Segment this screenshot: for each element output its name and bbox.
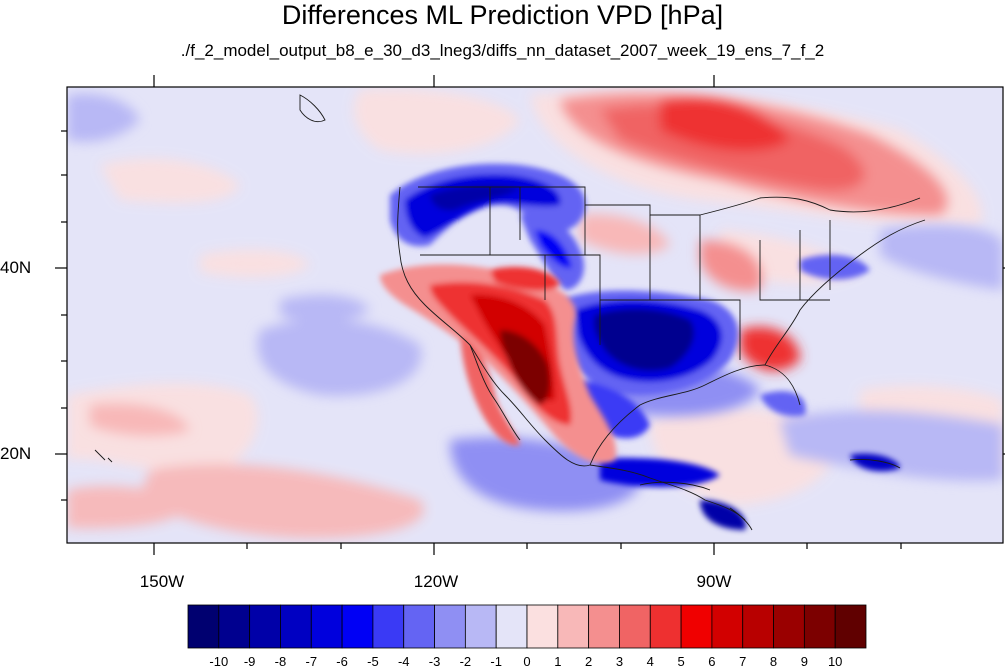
colorbar-box <box>773 604 805 649</box>
colorbar-box <box>680 604 713 649</box>
colorbar-box <box>526 604 559 649</box>
colorbar-tick-label: -1 <box>490 654 502 669</box>
colorbar-tick-label: 3 <box>615 654 624 669</box>
contour-field <box>67 87 1003 543</box>
colorbar-box <box>341 604 374 649</box>
colorbar-tick-label: -3 <box>428 654 441 669</box>
colorbar-tick-label: 1 <box>554 654 562 669</box>
colorbar-box <box>249 604 281 649</box>
colorbar-box <box>218 604 251 649</box>
lat-label-40n: 40N <box>0 258 32 277</box>
colorbar-box <box>434 604 466 649</box>
colorbar-box <box>619 604 651 649</box>
colorbar-box <box>280 604 312 649</box>
colorbar-box <box>187 604 220 649</box>
colorbar-tick-label: -9 <box>243 654 256 669</box>
colorbar-tick-label: -4 <box>397 654 410 669</box>
colorbar-box <box>310 604 343 649</box>
colorbar-tick-label: -8 <box>274 654 287 669</box>
colorbar-box <box>372 604 405 649</box>
colorbar-tick-label: -10 <box>209 654 229 669</box>
colorbar-tick-label: 10 <box>827 654 843 669</box>
lat-label-20n: 20N <box>0 444 32 463</box>
colorbar-box <box>803 604 836 649</box>
colorbar-tick-label: -7 <box>305 654 318 669</box>
colorbar-box <box>464 604 497 649</box>
colorbar-box <box>588 604 620 649</box>
lon-label-150w: 150W <box>139 572 185 591</box>
map-subtitle: ./f_2_model_output_b8_e_30_d3_lneg3/diff… <box>180 41 825 60</box>
colorbar-tick-label: -2 <box>459 654 472 669</box>
colorbar-tick-label: -5 <box>367 654 379 669</box>
colorbar-tick-label: 0 <box>523 654 531 669</box>
colorbar-box <box>557 604 590 649</box>
coastline-boundaries <box>94 94 926 531</box>
lon-label-90w: 90W <box>696 572 732 591</box>
colorbar-tick-label: 7 <box>739 654 747 669</box>
colorbar-tick-label: -6 <box>336 654 348 669</box>
colorbar-tick-label: 4 <box>646 654 654 669</box>
axis-ticks <box>55 75 1005 555</box>
colorbar-tick-label: 9 <box>800 654 808 669</box>
colorbar-tick-label: 6 <box>708 654 716 669</box>
colorbar-tick-label: 8 <box>769 654 778 669</box>
colorbar-box <box>649 604 682 649</box>
colorbar-box <box>834 604 867 649</box>
colorbar-tick-label: 5 <box>677 654 685 669</box>
colorbar-box <box>495 604 528 649</box>
colorbar-box <box>711 604 744 649</box>
colorbar-tick-label: 2 <box>585 654 593 669</box>
map-title: Differences ML Prediction VPD [hPa] <box>281 0 724 30</box>
colorbar-box <box>403 604 435 649</box>
lon-label-120w: 120W <box>413 572 459 591</box>
colorbar-box <box>742 604 774 649</box>
